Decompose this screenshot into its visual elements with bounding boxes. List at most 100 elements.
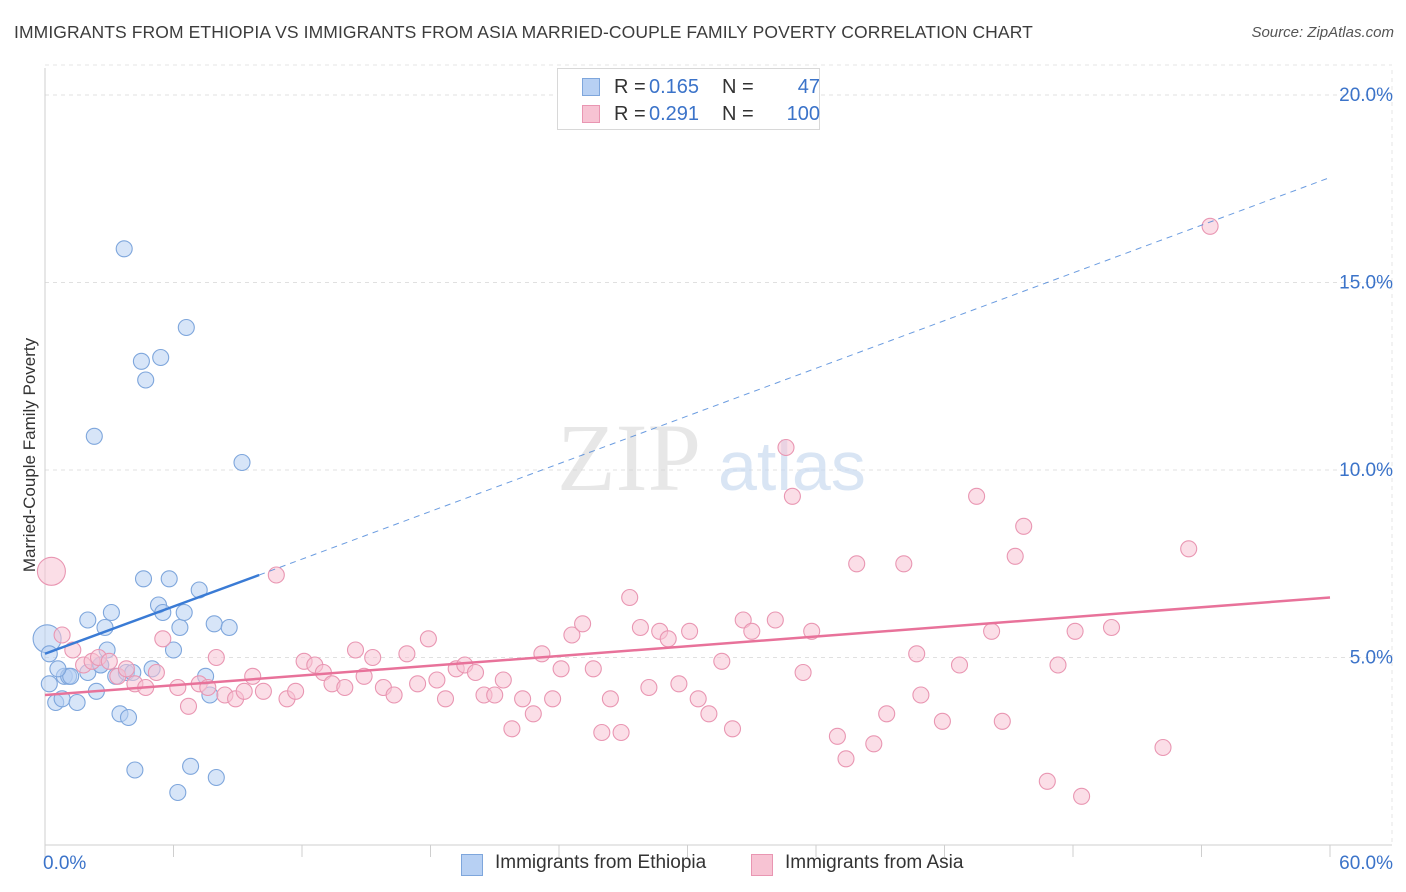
asia-point-90 [1006,547,1024,565]
asia-point-94 [1066,622,1084,640]
asia-point-1 [53,626,71,644]
y-tick-label-20: 20.0% [1339,85,1393,106]
legend-n-label: N = [722,103,754,125]
asia-point-75 [794,663,812,682]
asia-point-84 [912,686,930,704]
ethiopia-point-34 [207,768,225,787]
asia-point-23 [267,566,285,584]
y-axis-label: Married-Couple Family Poverty [20,337,39,573]
legend-n-label: N = [722,76,754,98]
asia-point-49 [524,705,542,723]
asia-point-35 [385,686,403,704]
ethiopia-point-21 [134,570,153,588]
ethiopia-regression-line [44,573,260,655]
ethiopia-point-25 [160,570,178,588]
source-label: Source: ZipAtlas.com [1251,24,1394,41]
legend-r-ethiopia: 0.165 [649,76,700,98]
series-swatch-ethiopia [461,854,483,876]
ethiopia-point-33 [205,615,223,633]
asia-point-97 [1154,738,1172,757]
asia-point-95 [1073,787,1091,805]
asia-point-25 [287,682,305,700]
asia-point-71 [743,622,761,640]
ethiopia-regression-extension [258,177,1331,576]
ethiopia-point-41 [132,352,150,370]
ethiopia-point-43 [152,348,170,367]
asia-point-89 [993,712,1011,730]
asia-point-53 [563,626,581,644]
asia-point-21 [244,667,262,685]
ethiopia-point-27 [171,618,189,637]
legend-r-asia: 0.291 [649,103,700,125]
asia-point-47 [503,720,521,738]
series-name-ethiopia: Immigrants from Ethiopia [495,852,707,873]
asia-point-20 [235,682,253,700]
asia-point-59 [621,588,639,607]
asia-point-58 [612,723,630,742]
asia-point-40 [436,690,455,708]
asia-point-54 [574,615,592,633]
legend-r-label: R = [614,76,646,98]
series-swatch-asia [751,854,773,876]
asia-point-61 [640,678,658,697]
asia-point-38 [419,630,437,648]
asia-point-8 [117,660,135,678]
asia-point-45 [486,686,504,704]
asia-point-48 [514,690,532,708]
asia-point-69 [723,720,742,738]
ethiopia-points [32,240,251,802]
x-tick-label-max: 60.0% [1339,853,1393,874]
y-tick-label-10: 10.0% [1339,460,1393,481]
asia-point-70 [734,611,752,629]
x-tick-label-min: 0.0% [43,853,86,874]
axes [44,68,1392,857]
ethiopia-point-18 [119,708,138,727]
asia-point-74 [783,487,801,505]
y-tick-label-5: 5.0% [1350,648,1393,669]
asia-point-56 [593,723,611,742]
asia-point-80 [865,735,883,753]
correlation-legend: R = 0.165 N = 47 R = 0.291 N = 100 [557,68,820,130]
ethiopia-point-39 [115,240,133,258]
asia-point-93 [1049,656,1067,674]
ethiopia-point-7 [68,693,86,712]
asia-point-88 [983,622,1001,640]
asia-point-51 [544,690,562,708]
asia-point-52 [552,660,570,678]
ethiopia-point-9 [79,611,97,629]
asia-point-43 [466,663,485,682]
asia-point-68 [713,652,731,670]
y-tick-label-15: 15.0% [1339,273,1393,294]
watermark-zip: ZIP [557,404,701,511]
asia-point-31 [346,641,365,659]
asia-point-73 [777,438,795,457]
asia-point-36 [398,645,416,663]
ethiopia-point-46 [49,660,67,678]
asia-point-85 [933,712,951,730]
legend-swatch-asia [582,105,600,123]
asia-point-79 [848,555,866,573]
ethiopia-point-42 [137,371,155,389]
asia-point-57 [601,690,619,708]
asia-points [36,217,1219,805]
ethiopia-point-37 [169,783,187,802]
asia-regression-line [44,596,1331,697]
ethiopia-point-45 [62,667,80,685]
asia-point-22 [254,682,272,700]
asia-point-83 [908,645,926,663]
asia-point-13 [169,678,187,697]
asia-point-77 [828,727,846,745]
legend-swatch-ethiopia [582,78,600,96]
ethiopia-point-35 [220,618,238,637]
asia-point-17 [207,648,225,667]
asia-point-66 [689,690,707,708]
asia-point-60 [631,618,649,637]
asia-point-46 [494,671,512,689]
asia-point-30 [336,678,354,697]
asia-point-50 [533,645,551,663]
asia-point-33 [364,648,382,667]
asia-point-63 [659,630,677,648]
asia-point-64 [670,675,688,693]
asia-point-87 [968,487,986,505]
